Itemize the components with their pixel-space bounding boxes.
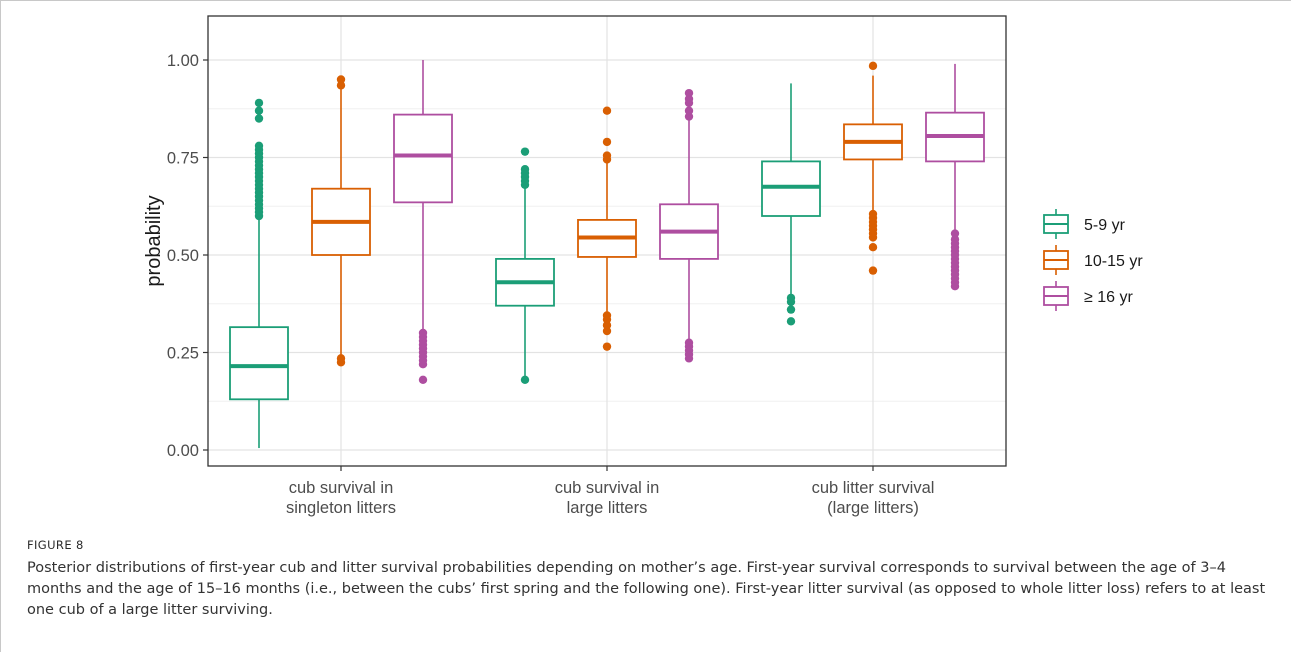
x-tick-label: (large litters) (827, 499, 919, 517)
outlier-point (868, 266, 878, 275)
outlier-point (684, 106, 694, 115)
legend-label: 5-9 yr (1084, 217, 1126, 234)
outlier-point (336, 75, 346, 84)
box-iqr (229, 326, 289, 401)
legend-label: 10-15 yr (1084, 253, 1143, 270)
frame-left-border (0, 0, 1, 652)
x-tick-label: cub litter survival (812, 479, 935, 497)
outlier-point (520, 147, 530, 156)
outlier-point (786, 293, 796, 303)
outlier-point (520, 375, 530, 384)
x-tick-label: cub survival in (289, 479, 394, 497)
outlier-point (336, 81, 346, 90)
y-axis-title: probability (143, 195, 165, 286)
outlier-point (254, 141, 264, 150)
outlier-point (418, 375, 428, 384)
frame-top-border (0, 0, 1291, 1)
outlier-point (786, 305, 796, 314)
outlier-point (254, 106, 264, 115)
figure-caption: Posterior distributions of first-year cu… (27, 560, 1266, 618)
box-iqr (393, 113, 453, 204)
legend-label: ≥ 16 yr (1084, 289, 1133, 306)
outlier-point (684, 94, 694, 104)
y-tick-label: 0.00 (167, 442, 199, 460)
outlier-point (950, 229, 960, 238)
outlier-point (336, 354, 346, 363)
outlier-point (950, 235, 960, 244)
figure-label: FIGURE 8 (27, 538, 84, 552)
outlier-point (868, 243, 878, 252)
outlier-point (602, 342, 612, 351)
outlier-point (602, 326, 612, 336)
outlier-point (786, 317, 796, 326)
outlier-point (520, 165, 530, 174)
outlier-point (602, 137, 612, 147)
outlier-point (684, 112, 694, 121)
x-tick-label: singleton litters (286, 499, 396, 517)
outlier-point (254, 114, 264, 123)
outlier-point (684, 338, 694, 347)
outlier-point (868, 61, 878, 71)
outlier-point (418, 328, 428, 338)
y-tick-label: 0.50 (167, 247, 199, 265)
outlier-point (684, 88, 694, 98)
outlier-point (602, 311, 612, 320)
y-tick-label: 0.25 (167, 345, 199, 363)
x-tick-label: cub survival in (555, 479, 660, 497)
y-tick-label: 0.75 (167, 150, 199, 168)
boxplot-chart: 0.00 0.25 0.50 0.75 1.00 probability cub survi… (143, 15, 1143, 517)
x-tick-label: large litters (567, 499, 648, 517)
outlier-point (602, 151, 612, 160)
outlier-point (602, 321, 612, 330)
outlier-point (254, 98, 264, 108)
outlier-point (602, 106, 612, 115)
outlier-point (868, 209, 878, 219)
y-tick-label: 1.00 (167, 52, 199, 70)
